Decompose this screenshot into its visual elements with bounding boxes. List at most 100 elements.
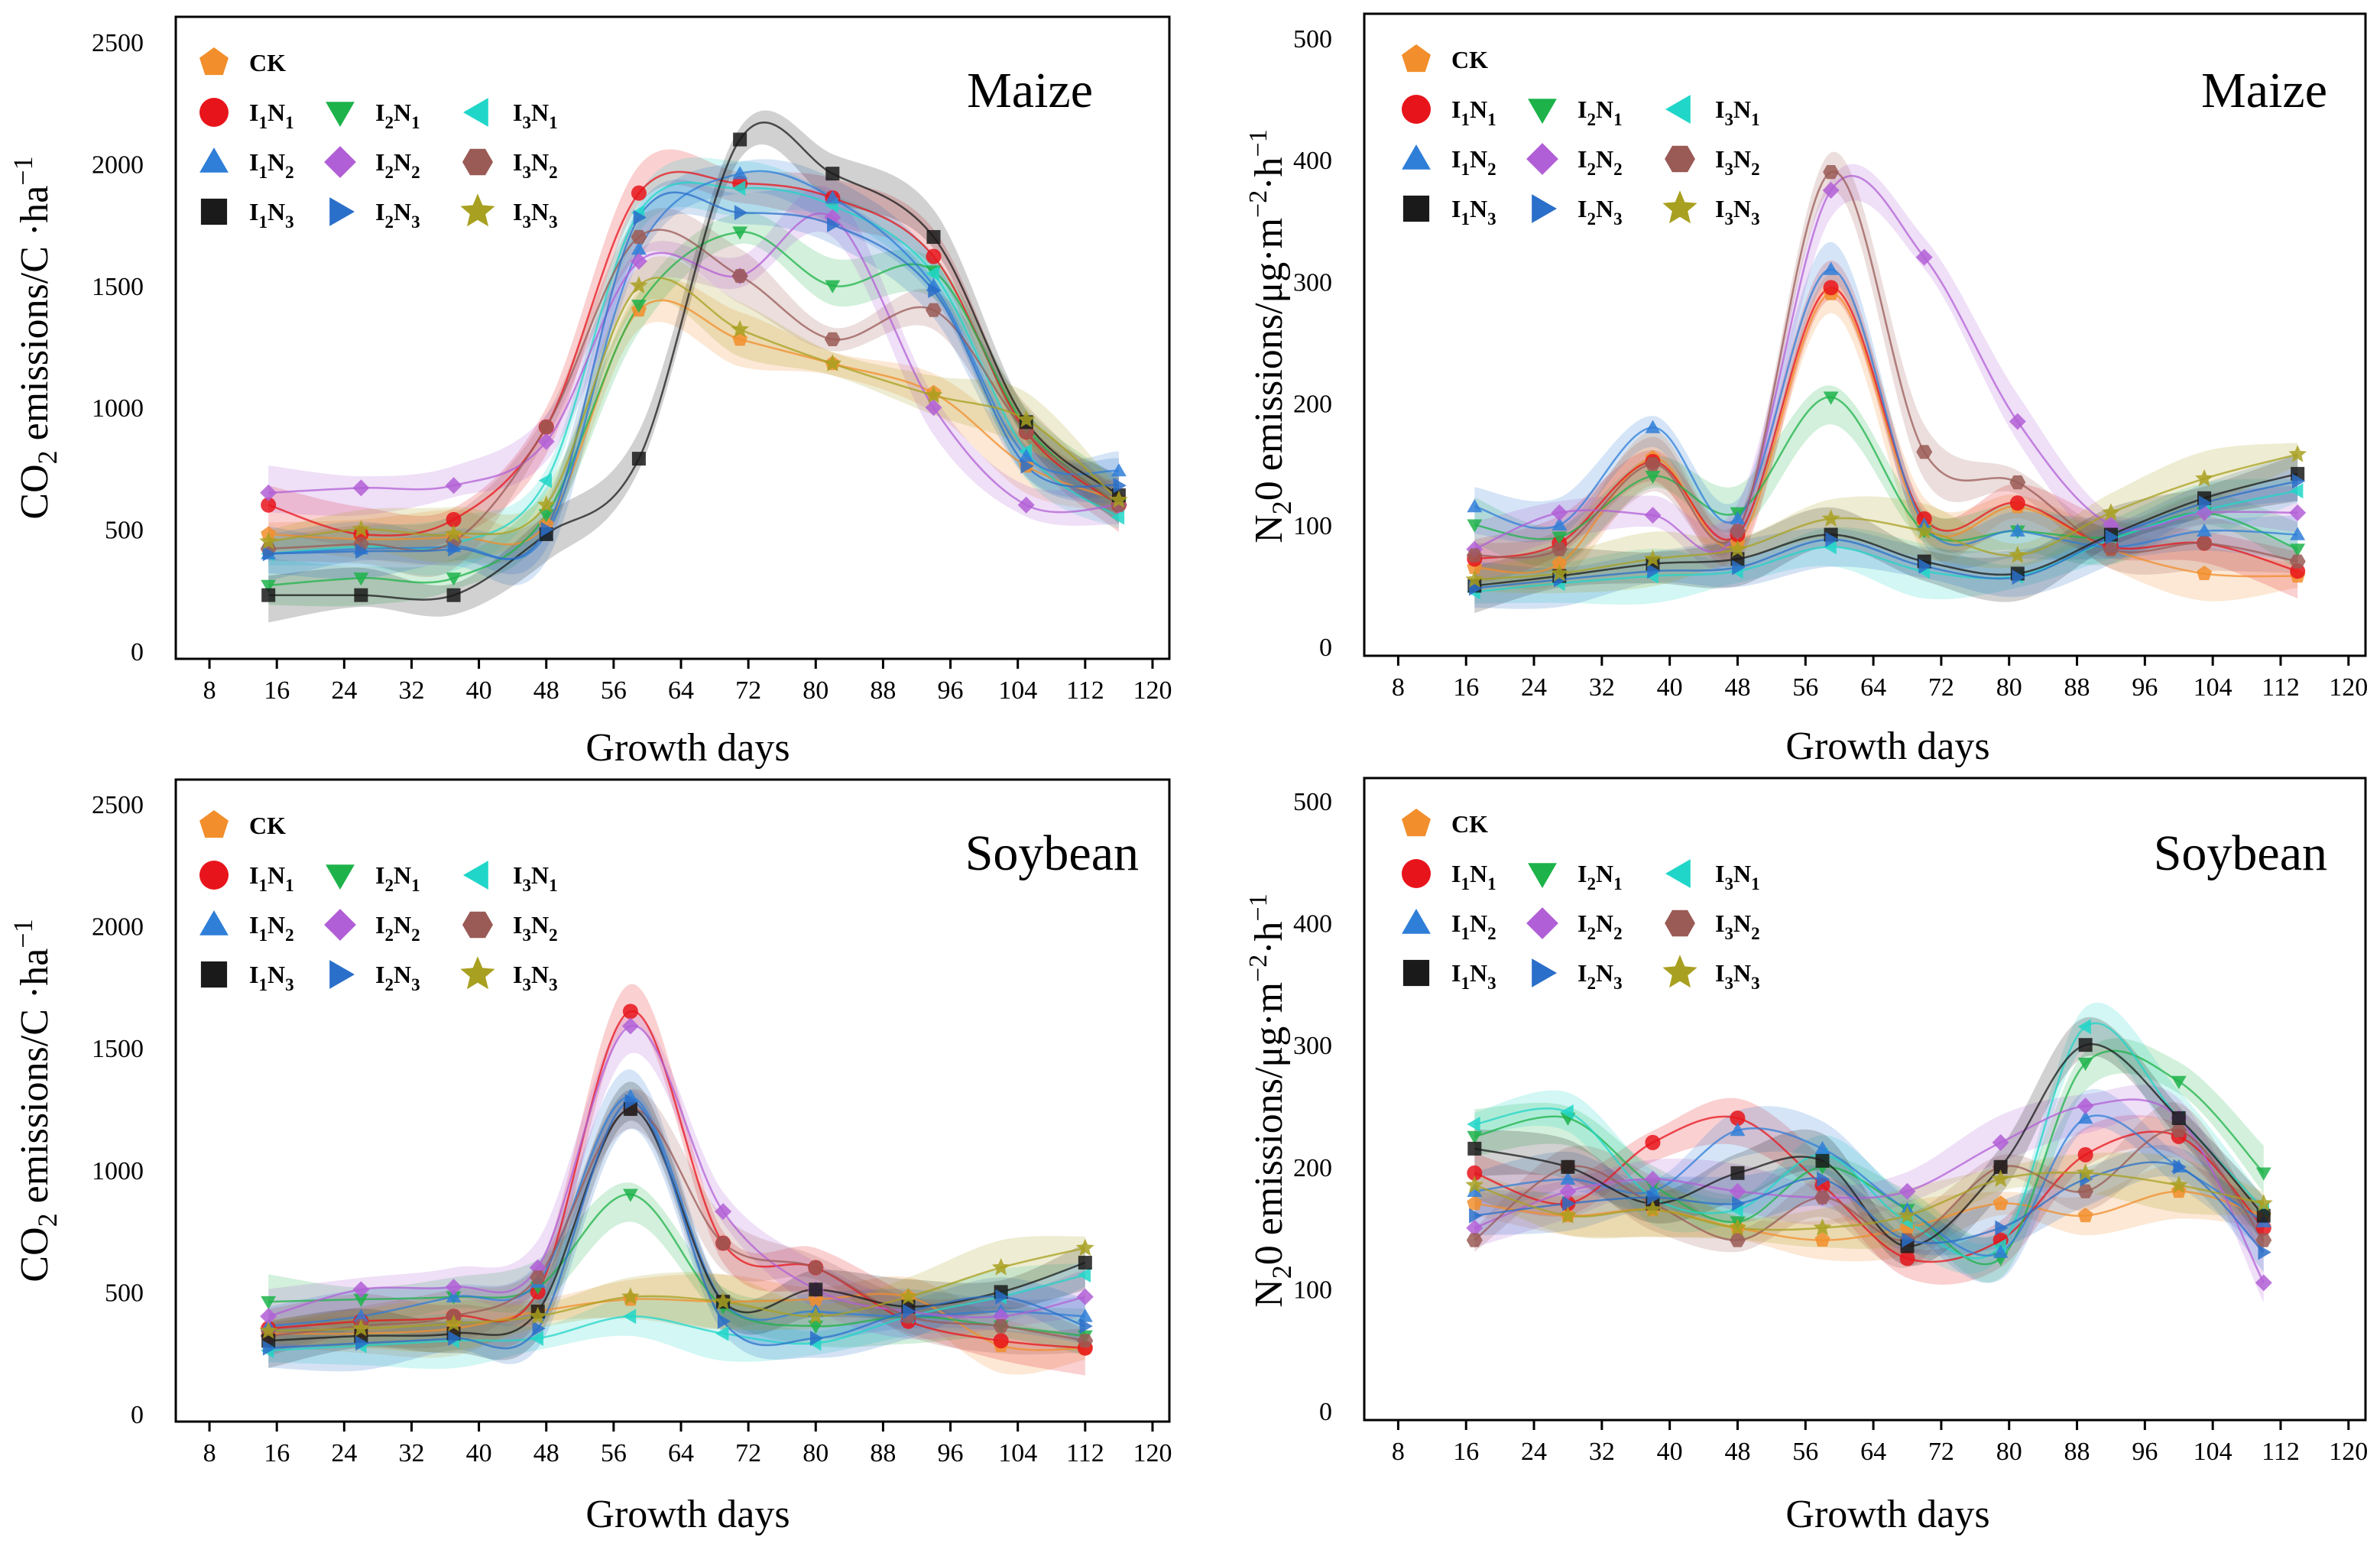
point-I3N3-89 [2076, 1163, 2095, 1181]
band-I2N1 [1474, 1038, 2264, 1282]
legend-label-I2N1: I2N1 [1577, 860, 1623, 893]
legend-label-I3N2: I3N2 [1715, 910, 1760, 943]
point-I2N3-100 [2173, 1159, 2187, 1175]
x-tick-label: 32 [1589, 1438, 1615, 1466]
point-CK-89 [2077, 1208, 2093, 1223]
x-tick-label: 104 [998, 676, 1037, 705]
point-I2N1-37 [446, 572, 462, 586]
x-tick-label: 88 [870, 676, 896, 705]
point-I2N1-15 [261, 579, 277, 593]
legend-item-I3N2: I3N2 [1665, 910, 1760, 943]
band-I1N2 [1474, 242, 2298, 569]
point-I1N1-68 [1899, 1250, 1915, 1266]
x-tick-label: 72 [1928, 1438, 1954, 1466]
legend-item-CK: CK [199, 47, 286, 76]
point-I1N2-114 [2290, 527, 2306, 540]
point-I3N3-102 [991, 1258, 1010, 1276]
legend-label-I2N3: I2N3 [1577, 195, 1623, 229]
line-I3N3 [268, 1247, 1086, 1332]
legend-marker-I1N2 [199, 148, 229, 173]
point-I2N3-26 [355, 1335, 369, 1351]
point-I2N1-59 [631, 300, 647, 313]
x-tick-label: 40 [466, 1439, 492, 1467]
legend-item-I2N1: I2N1 [326, 861, 420, 895]
y-tick-label: 200 [1293, 1154, 1332, 1182]
panel-co2-soybean: 8 16 24 32 40 48 56 64 72 80 88 96 104 112 120 0 500 1000… [8, 778, 1172, 1536]
point-I1N3-17 [1467, 1141, 1482, 1156]
line-I3N3 [268, 277, 1120, 543]
point-I1N3-89 [2078, 1038, 2093, 1052]
point-I2N3-94 [928, 283, 942, 299]
point-I2N3-48 [1732, 1195, 1746, 1211]
x-tick-label: 56 [601, 676, 627, 705]
point-I2N1-59 [1823, 391, 1839, 405]
point-I2N2-89 [2077, 1098, 2094, 1114]
legend-item-I2N3: I2N3 [1532, 958, 1623, 993]
legend-label-I1N1: I1N1 [249, 861, 294, 895]
point-I3N2-58 [1814, 1190, 1830, 1205]
point-I3N2-110 [2255, 1233, 2272, 1247]
point-I2N3-69 [717, 1313, 731, 1329]
point-I2N1-48 [538, 509, 554, 523]
y-tick-label: 1500 [92, 273, 144, 301]
legend-marker-I3N2 [462, 911, 493, 939]
line-I1N3 [1474, 1043, 2265, 1247]
legend-marker-I3N3 [1662, 190, 1697, 224]
legend-item-I3N1: I3N1 [463, 98, 558, 132]
point-I2N1-82 [825, 280, 841, 293]
line-I1N1 [268, 1010, 1085, 1350]
point-I1N2-82 [825, 190, 841, 204]
legend-label-I3N3: I3N3 [1715, 195, 1760, 229]
point-I3N1-17 [1467, 1117, 1480, 1132]
line-I3N3 [1474, 1171, 2265, 1231]
legend-item-I3N1: I3N1 [1665, 859, 1760, 893]
point-I1N2-28 [1560, 1171, 1576, 1185]
point-I2N1-26 [353, 1293, 369, 1307]
legend-label-I3N3: I3N3 [513, 961, 558, 994]
legend-label-I2N1: I2N1 [1577, 96, 1623, 129]
line-I2N3 [268, 191, 1120, 560]
axes: 8 16 24 32 40 48 56 64 72 80 88 96 104 112 120 0 100 200 3… [1293, 788, 2368, 1466]
point-I3N2-114 [2289, 554, 2306, 569]
line-I3N3 [1474, 453, 2298, 581]
line-I2N1 [268, 1193, 1085, 1338]
band-I1N3 [268, 1081, 1085, 1368]
x-tick-label: 16 [264, 676, 290, 705]
legend-label-I2N3: I2N3 [375, 198, 420, 232]
legend-marker-I2N1 [1528, 863, 1557, 888]
point-I2N2-15 [260, 484, 277, 501]
point-I2N1-89 [2077, 1057, 2093, 1072]
point-I2N3-17 [1469, 1208, 1483, 1224]
point-I2N3-38 [1647, 563, 1661, 579]
y-tick-label: 0 [1319, 634, 1332, 662]
point-I2N2-37 [445, 477, 462, 495]
legend-item-I1N3: I1N3 [200, 961, 294, 994]
legend-item-I2N3: I2N3 [329, 197, 420, 232]
point-I2N3-70 [1918, 559, 1932, 574]
legend-marker-I3N3 [460, 956, 495, 990]
legend-label-I3N2: I3N2 [513, 911, 558, 945]
point-I3N3-58 [621, 1287, 640, 1305]
point-I3N1-116 [1111, 509, 1125, 525]
legend-marker-I3N3 [460, 193, 495, 227]
band-I2N1 [268, 1182, 1085, 1356]
legend-label-I1N3: I1N3 [1451, 195, 1496, 229]
y-tick-label: 300 [1293, 268, 1332, 297]
y-tick-label: 500 [105, 517, 144, 545]
legend-marker-I1N1 [199, 861, 229, 890]
legend-marker-I2N1 [326, 864, 355, 890]
x-tick-label: 96 [2132, 673, 2158, 702]
legend-label-I1N1: I1N1 [249, 99, 294, 132]
point-I1N3-15 [261, 588, 276, 602]
line-I2N3 [1474, 1161, 2265, 1253]
y-tick-label: 0 [131, 638, 144, 666]
point-I1N1-59 [1823, 280, 1839, 296]
legend-marker-I1N3 [1402, 959, 1430, 987]
legend-item-I1N1: I1N1 [199, 861, 294, 895]
legend-label-I3N2: I3N2 [1715, 145, 1760, 179]
x-tick-label: 16 [264, 1439, 290, 1467]
line-I1N2 [1474, 1114, 2265, 1257]
x-axis-title: Growth days [585, 726, 790, 770]
series-markers [259, 132, 1128, 602]
point-I3N3-27 [1550, 564, 1569, 582]
